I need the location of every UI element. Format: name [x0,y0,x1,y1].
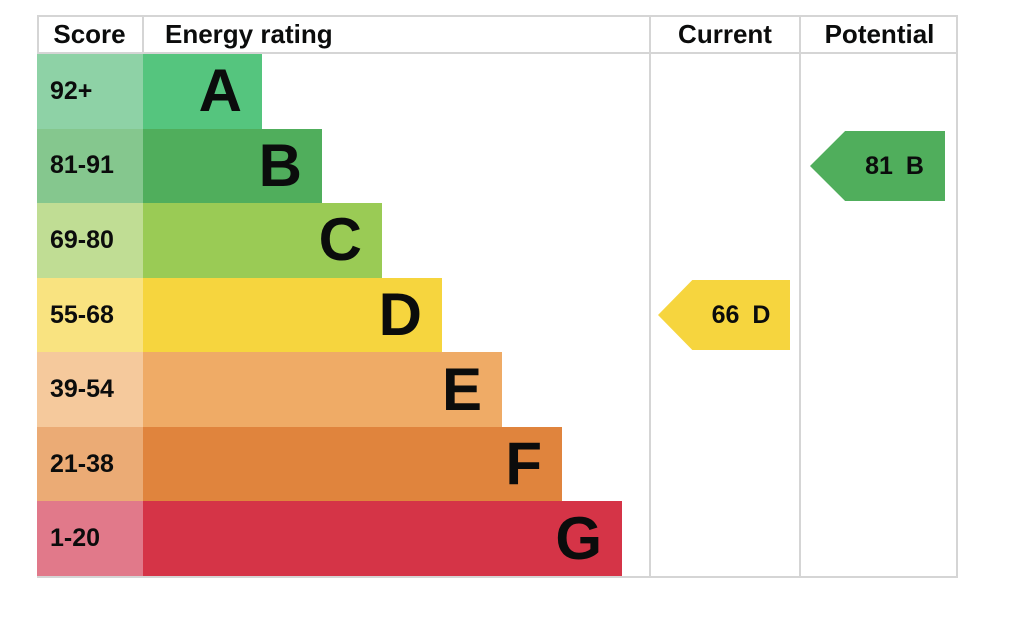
header-bottom-border [37,52,958,54]
band-bar-a: A [143,54,262,129]
table-bottom-border [37,576,958,578]
current-header: Current [678,19,772,49]
potential-column-divider [799,15,801,578]
potential-rating-letter: B [905,151,924,180]
score-cell-b: 81-91 [37,128,143,204]
band-row-e: 39-54 E [37,352,958,427]
band-row-d: 55-68 D [37,277,958,353]
score-cell-g: 1-20 [37,501,143,577]
score-cell-e: 39-54 [37,352,143,427]
band-bar-e: E [143,352,502,427]
band-row-a: 92+ A [37,54,958,129]
band-letter-a: A [198,57,242,125]
band-row-f: 21-38 F [37,426,958,502]
bands: 92+ A 81-91 B 69-80 C 55-68 D 39-54 E 21-38 F 1-20 G [37,54,958,577]
band-row-c: 69-80 C [37,203,958,278]
current-column-divider [649,15,651,578]
table-top-border [37,15,958,17]
band-letter-c: C [318,206,362,274]
band-row-b: 81-91 B [37,128,958,204]
band-letter-g: G [555,504,602,572]
band-row-g: 1-20 G [37,501,958,577]
energy-rating-header: Energy rating [165,19,333,49]
table-right-border [956,15,958,578]
current-rating-value: 66 [711,300,740,329]
header-row: Score Energy rating Current Potential [37,17,958,52]
epc-chart: Score Energy rating Current Potential 92… [37,15,958,578]
score-column-divider [142,15,144,54]
band-bar-f: F [143,426,562,502]
score-cell-d: 55-68 [37,277,143,353]
score-header: Score [53,19,126,49]
score-cell-a: 92+ [37,54,143,129]
band-letter-d: D [378,281,422,349]
band-bar-c: C [143,203,382,278]
band-bar-g: G [143,501,622,577]
score-cell-c: 69-80 [37,203,143,278]
table-left-border [37,15,39,54]
band-letter-f: F [505,430,542,498]
potential-header: Potential [824,19,935,49]
band-bar-b: B [143,128,322,204]
potential-rating-value: 81 [865,151,893,180]
band-bar-d: D [143,277,442,353]
current-rating-letter: D [752,300,771,329]
band-letter-e: E [441,355,482,423]
score-cell-f: 21-38 [37,426,143,502]
band-letter-b: B [258,131,302,199]
